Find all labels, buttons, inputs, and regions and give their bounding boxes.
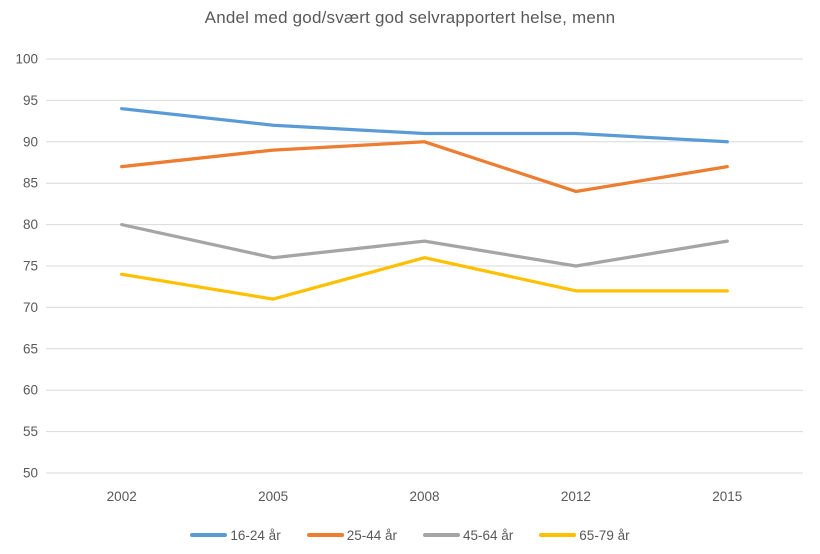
legend-label: 65-79 år [579,527,630,543]
series-line-45-64-år [120,222,729,268]
y-tick-label: 85 [23,176,38,191]
legend-label: 16-24 år [230,527,281,543]
x-tick-label: 2012 [561,489,591,504]
y-tick-label: 95 [23,93,38,108]
legend-label: 45-64 år [463,527,514,543]
chart-title: Andel med god/svært god selvrapportert h… [204,8,616,27]
x-tick-label: 2015 [712,489,742,504]
legend-line-swatch [190,532,228,538]
series-line-25-44-år [120,140,729,194]
y-tick-label: 75 [23,259,38,274]
series-line-16-24-år [120,107,729,144]
legend-label: 25-44 år [346,527,397,543]
y-tick-label: 60 [23,383,38,398]
x-tick-label: 2005 [258,489,288,504]
legend-line-swatch [306,532,344,538]
series-line-65-79-år [120,256,729,301]
x-tick-label: 2002 [107,489,137,504]
x-tick-label: 2008 [409,489,439,504]
legend-item: 45-64 år [423,528,513,543]
y-tick-label: 70 [23,300,38,315]
legend-item: 25-44 år [306,527,397,543]
y-tick-label: 55 [23,424,38,439]
y-tick-label: 50 [23,466,38,481]
legend-item: 65-79 år [539,527,630,543]
y-tick-label: 65 [23,341,38,356]
legend-item: 16-24 år [190,527,281,543]
legend: 16-24 år 25-44 år 45-64 år 65-79 år [0,526,820,544]
y-tick-label: 80 [23,217,38,232]
y-tick-label: 100 [15,52,38,67]
legend-line-swatch [539,532,577,538]
y-tick-label: 90 [23,134,38,149]
legend-line-swatch [423,532,460,538]
